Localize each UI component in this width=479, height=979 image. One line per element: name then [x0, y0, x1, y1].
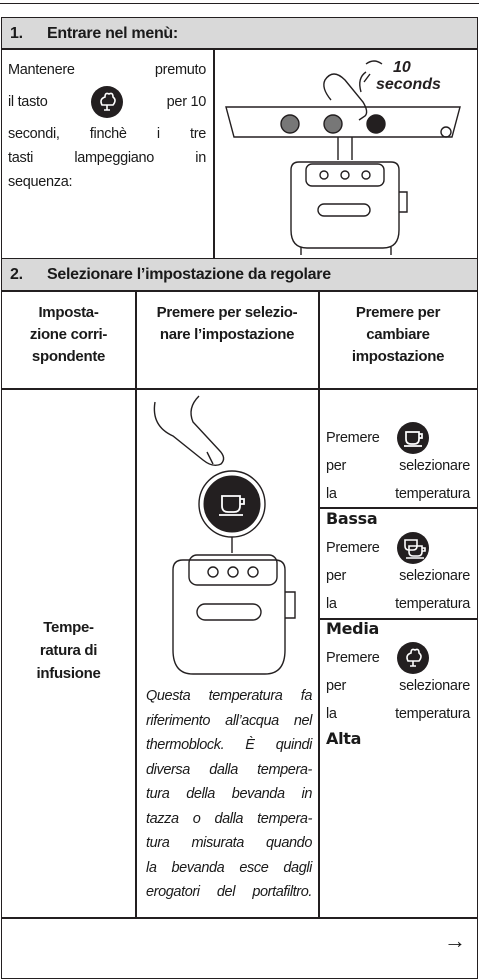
option: Premere per selezionare la temperatura Medi…: [326, 532, 470, 640]
rule: [1, 290, 478, 292]
text-line: per selezionare: [326, 458, 470, 474]
text-line: Questa temperatura fa: [146, 688, 312, 704]
column-header: Imposta- zione corri- spondente: [2, 302, 135, 368]
text-line: impostazione: [351, 348, 445, 365]
text-line: tura della bevanda in: [146, 786, 312, 802]
option: Premere per selezionare la temperatura Bass…: [326, 422, 470, 530]
text-line: riferimento all’acqua nel: [146, 712, 312, 729]
temperature-level: Media: [326, 619, 380, 638]
row-label: Tempe- ratura di infusione: [2, 616, 135, 685]
rule: [213, 48, 215, 259]
image-label: seconds: [376, 76, 441, 93]
text: per 10: [166, 94, 207, 110]
text-line: nare l’impostazione: [159, 326, 295, 343]
button-icon: [396, 532, 429, 564]
section-header: 1. Entrare nel menù:: [2, 18, 477, 49]
text-line: secondi, finchè i tre: [8, 126, 206, 142]
rule: [318, 507, 478, 509]
text-line: la temperatura: [326, 486, 470, 502]
text-line: Premere: [326, 422, 470, 454]
text-line: cambiare: [366, 326, 430, 343]
text-line: infusione: [36, 665, 101, 682]
text-line: erogatori del portafiltro.: [146, 884, 312, 900]
option: Premere per selezionare la temperatura Alta: [326, 642, 470, 750]
text-line: per selezionare: [326, 568, 470, 584]
machine-illustration: [153, 395, 296, 675]
text-line: per selezionare: [326, 678, 470, 694]
section-title: Entrare nel menù:: [47, 25, 178, 42]
text-line: la bevanda esce dagli: [146, 859, 312, 876]
text-line: Mantenere premuto: [8, 62, 206, 78]
text-line: la temperatura: [326, 706, 470, 722]
text-line: tazza o dalla tempera-: [146, 810, 312, 827]
rule: [1, 48, 478, 50]
text-line: tasti lampeggiano in: [8, 150, 206, 166]
text-line: Premere: [326, 532, 470, 564]
section-title: Selezionare l’impostazione da regolare: [47, 266, 331, 283]
text-line: Premere per selezio-: [156, 304, 298, 321]
rule: [1, 388, 478, 390]
text-line: ratura di: [39, 642, 98, 659]
text: il tasto: [8, 94, 48, 110]
section-header: 2. Selezionare l’impostazione da regolar…: [2, 259, 477, 290]
rule: [1, 258, 478, 260]
temperature-level: Bassa: [326, 509, 378, 528]
text: Premere: [326, 540, 380, 556]
text-line: Tempe-: [43, 619, 94, 636]
rule: [1, 917, 478, 919]
text-line: Premere: [326, 642, 470, 674]
rule: [135, 290, 137, 918]
next-arrow: →: [444, 928, 466, 953]
machine-illustration: 10 seconds: [225, 59, 461, 255]
column-header: Premere per cambiare impostazione: [319, 302, 477, 368]
text: Premere: [326, 650, 380, 666]
text-line: Imposta-: [38, 304, 99, 321]
note: Questa temperatura fa riferimento all’ac…: [146, 684, 312, 905]
text-line: la temperatura: [326, 596, 470, 612]
text-line: diversa dalla tempera-: [146, 761, 312, 778]
steam-button-icon: [91, 86, 124, 118]
image-label: 10: [393, 59, 411, 76]
section-number: 1.: [10, 25, 23, 42]
section-number: 2.: [10, 266, 23, 283]
instruction: Mantenere premuto il tasto per 10 second…: [8, 58, 206, 194]
text-line: tura misurata quando: [146, 835, 312, 851]
text-line: il tasto per 10: [8, 82, 206, 122]
text-line: thermoblock. È quindi: [146, 737, 312, 753]
temperature-level: Alta: [326, 729, 362, 748]
text: Premere: [326, 430, 380, 446]
button-icon: [396, 422, 429, 454]
text-line: zione corri-: [29, 326, 108, 343]
rule: [318, 618, 478, 620]
column-header: Premere per selezio- nare l’impostazione: [136, 302, 318, 346]
text-line: sequenza:: [8, 174, 73, 190]
button-icon: [396, 642, 429, 674]
rule: [318, 290, 320, 918]
text-line: spondente: [31, 348, 106, 365]
text-line: Premere per: [355, 304, 441, 321]
top-rule: [0, 3, 479, 4]
